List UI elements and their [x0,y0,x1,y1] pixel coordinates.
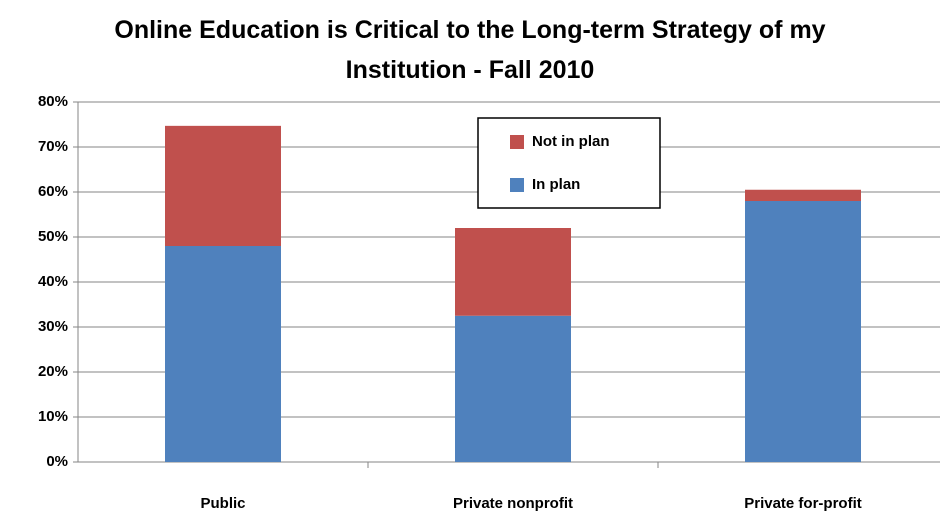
bar-segment [165,246,281,462]
x-tick-label: Public [200,495,245,512]
bar-segment [745,201,861,462]
y-tick-label: 80% [38,93,68,110]
y-tick-label: 20% [38,363,68,380]
legend-label: Not in plan [532,133,610,150]
bar-segment [455,315,571,462]
legend-box [477,117,661,209]
y-tick-label: 70% [38,138,68,155]
y-tick-label: 60% [38,183,68,200]
bar-segment [165,125,281,246]
x-tick-label: Private for-profit [744,495,862,512]
y-tick-label: 0% [46,453,68,470]
y-tick-label: 30% [38,318,68,335]
y-tick-label: 50% [38,228,68,245]
x-tick-label: Private nonprofit [453,495,573,512]
bar-segment [745,189,861,201]
bar-segment [455,228,571,316]
y-tick-label: 10% [38,408,68,425]
legend-label: In plan [532,176,580,193]
legend-swatch [510,178,524,192]
y-tick-label: 40% [38,273,68,290]
legend-swatch [510,135,524,149]
chart-title: Online Education is Critical to the Long… [114,16,826,84]
